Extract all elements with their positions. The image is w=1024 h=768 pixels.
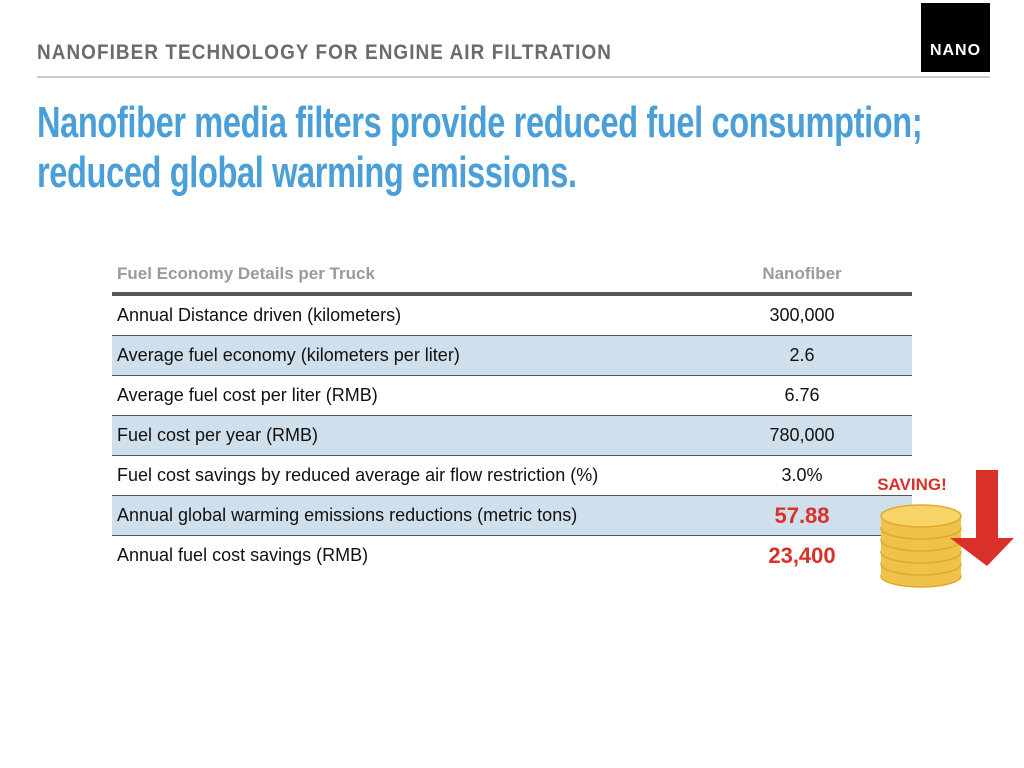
row-label: Annual global warming emissions reductio… bbox=[112, 495, 697, 536]
column-header: Nanofiber bbox=[697, 256, 912, 296]
logo: NANO bbox=[921, 3, 990, 72]
table-row: Annual Distance driven (kilometers) 300,0… bbox=[112, 294, 912, 336]
logo-text: NANO bbox=[929, 42, 982, 59]
row-label: Average fuel cost per liter (RMB) bbox=[112, 375, 697, 416]
row-label: Average fuel economy (kilometers per lit… bbox=[112, 335, 697, 376]
table-body: Annual Distance driven (kilometers) 300,0… bbox=[112, 294, 912, 575]
row-label: Annual fuel cost savings (RMB) bbox=[117, 545, 369, 565]
table-row: Annual fuel cost savings (RMB) 23,400 bbox=[112, 536, 912, 576]
coin-stack bbox=[880, 504, 962, 588]
column-header: Fuel Economy Details per Truck bbox=[112, 256, 697, 296]
header-title: NANOFIBER TECHNOLOGY FOR ENGINE AIR FILT… bbox=[37, 41, 613, 64]
down-arrow bbox=[950, 470, 1014, 566]
badge: SAVING! bbox=[877, 475, 947, 494]
header-row: Fuel Economy Details per Truck Nanofiber bbox=[112, 256, 912, 296]
table-row: Fuel cost savings by reduced average air… bbox=[112, 455, 912, 496]
table-row: Average fuel cost per liter (RMB) 6.76 bbox=[112, 375, 912, 416]
row-value: 57.88 bbox=[697, 495, 912, 536]
row-value: 2.6 bbox=[697, 335, 912, 376]
row-value: 3.0% bbox=[697, 455, 912, 496]
table-row: Fuel cost per year (RMB) 780,000 bbox=[112, 415, 912, 456]
headline-line: Nanofiber media filters provide reduced … bbox=[37, 98, 923, 147]
row-value: 780,000 bbox=[697, 415, 912, 456]
row-value: 6.76 bbox=[697, 375, 912, 416]
row-label: Fuel cost savings by reduced average air… bbox=[112, 455, 697, 496]
row-value: 300,000 bbox=[697, 294, 912, 336]
table-row: Annual global warming emissions reductio… bbox=[112, 495, 912, 536]
row-label: Fuel cost per year (RMB) bbox=[112, 415, 697, 456]
headline: Nanofiber media filters provide reduced … bbox=[37, 98, 923, 198]
savings-graphic: SAVING! bbox=[876, 470, 1014, 588]
table-row: Average fuel economy (kilometers per lit… bbox=[112, 335, 912, 376]
header-rule bbox=[37, 76, 990, 78]
row-label: Annual Distance driven (kilometers) bbox=[112, 294, 697, 336]
fuel-table: Fuel Economy Details per Truck Nanofiber… bbox=[112, 256, 912, 575]
row-value: 23,400 bbox=[768, 542, 836, 568]
headline-line: reduced global warming emissions. bbox=[37, 148, 577, 197]
